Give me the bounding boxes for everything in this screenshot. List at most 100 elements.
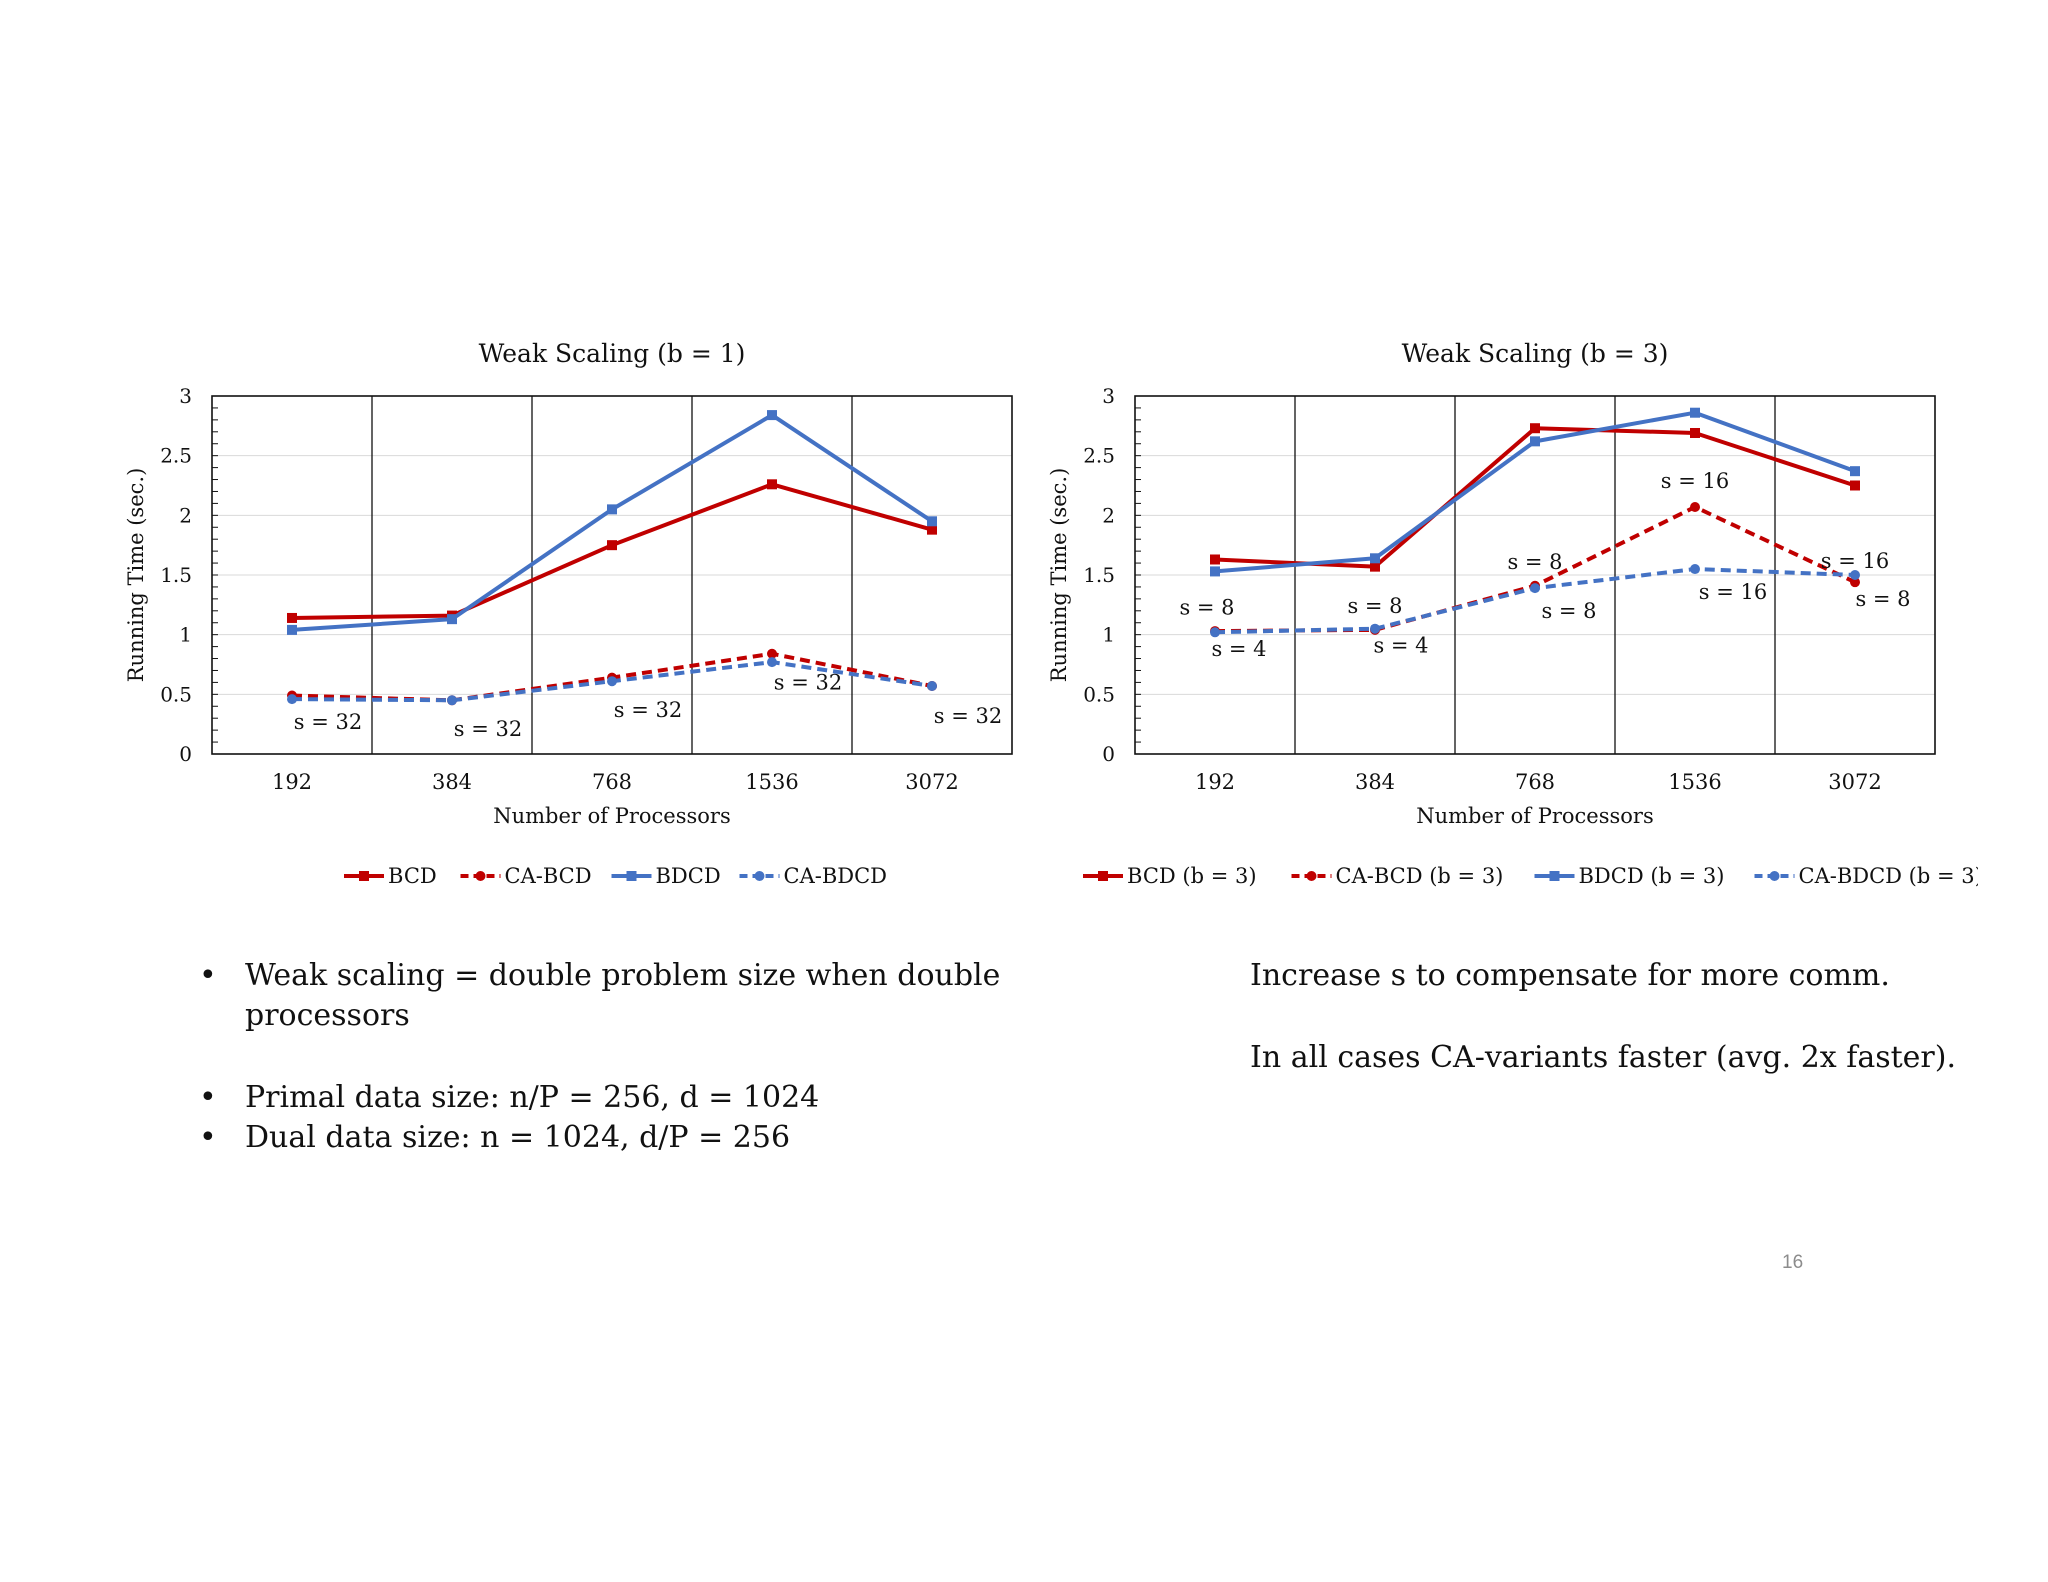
x-tick-label: 1536 (745, 770, 798, 794)
annotation-label: s = 8 (1179, 595, 1234, 619)
x-axis-label: Number of Processors (493, 804, 731, 828)
data-point (1210, 566, 1220, 577)
bullet-list: Weak scaling = double problem size when … (195, 956, 1095, 1158)
y-tick-label: 1.5 (1083, 563, 1115, 587)
y-tick-label: 0 (1102, 742, 1115, 766)
legend-label: BDCD (b = 3) (1579, 864, 1725, 888)
chart-title: Weak Scaling (b = 1) (479, 339, 746, 368)
legend-label: CA-BCD (b = 3) (1336, 864, 1504, 888)
data-point (1530, 436, 1540, 447)
legend-item: CA-BDCD (b = 3) (1754, 864, 1979, 888)
x-axis-label: Number of Processors (1416, 804, 1654, 828)
y-tick-label: 2 (1102, 503, 1115, 527)
data-point (767, 657, 777, 668)
plot-area-frame (211, 395, 1013, 755)
legend-marker (1098, 871, 1108, 881)
legend-marker (626, 871, 637, 881)
note-increase-s: Increase s to compensate for more comm. (1250, 958, 1890, 993)
page-number: 16 (1782, 1252, 1804, 1273)
data-point (287, 624, 297, 635)
annotation-label: s = 16 (1821, 549, 1889, 573)
legend-item: BDCD (611, 864, 721, 888)
y-tick-label: 2 (179, 503, 192, 527)
x-tick-label: 768 (592, 770, 632, 794)
y-tick-label: 3 (179, 384, 192, 408)
legend-marker (1549, 871, 1560, 881)
series-line (1214, 426, 1856, 569)
y-tick-label: 0.5 (1083, 682, 1115, 706)
annotation-label: s = 32 (454, 717, 522, 741)
legend-label: CA-BDCD (b = 3) (1799, 864, 1979, 888)
data-point (1690, 564, 1700, 575)
data-point (1370, 561, 1380, 572)
legend-marker (1306, 871, 1317, 881)
data-point (607, 504, 617, 515)
x-tick-label: 3072 (905, 770, 958, 794)
y-tick-label: 2.5 (1083, 444, 1115, 468)
data-point (607, 540, 617, 551)
legend-marker (754, 871, 765, 881)
annotation-label: s = 8 (1855, 587, 1910, 611)
legend-label: CA-BDCD (784, 864, 888, 888)
data-point (767, 479, 777, 490)
x-tick-label: 384 (1355, 770, 1395, 794)
legend-item: CA-BCD (b = 3) (1291, 864, 1504, 888)
chart-weak-scaling-b3: Weak Scaling (b = 3) 0 0.5 1 1.5 2 2.5 3 192 384 7… (1038, 330, 1978, 910)
data-point (1850, 480, 1860, 491)
annotation-label: s = 8 (1347, 594, 1402, 618)
legend-item: BDCD (b = 3) (1534, 864, 1725, 888)
series-line (291, 413, 934, 632)
annotation-label: s = 16 (1661, 469, 1729, 493)
legend-marker (475, 871, 486, 881)
data-point (447, 695, 457, 706)
data-point (447, 614, 457, 625)
annotation-label: s = 8 (1507, 550, 1562, 574)
data-point (1850, 570, 1860, 580)
legend-item: CA-BDCD (739, 864, 888, 888)
data-point (927, 680, 937, 691)
data-point (287, 612, 297, 623)
series-line (291, 482, 933, 620)
annotation-label: s = 32 (774, 671, 842, 695)
y-tick-label: 0 (179, 742, 192, 766)
annotation-label: s = 4 (1373, 634, 1428, 658)
data-point (287, 694, 297, 705)
annotation-label: s = 4 (1211, 637, 1266, 661)
data-point (1850, 466, 1860, 477)
data-point (1210, 554, 1220, 565)
data-point (1690, 501, 1700, 512)
legend-marker (1769, 871, 1780, 881)
legend-label: BDCD (656, 864, 721, 888)
x-tick-label: 384 (432, 770, 472, 794)
x-tick-label: 768 (1515, 770, 1555, 794)
data-point (1370, 553, 1380, 564)
data-point (767, 648, 777, 659)
y-axis-label: Running Time (sec.) (124, 468, 148, 683)
data-point (1690, 427, 1700, 438)
legend-marker (359, 871, 369, 881)
x-tick-label: 3072 (1828, 770, 1881, 794)
annotation-label: s = 8 (1541, 599, 1596, 623)
data-point (607, 676, 617, 687)
data-point (1690, 407, 1700, 418)
data-point (1530, 583, 1540, 594)
data-point (1850, 577, 1860, 588)
plot-area-frame (1134, 395, 1936, 755)
legend-item: CA-BCD (460, 864, 592, 888)
y-tick-label: 3 (1102, 384, 1115, 408)
legend-item: BCD (b = 3) (1083, 864, 1257, 888)
bullet-primal-data-size: Primal data size: n/P = 256, d = 1024 (195, 1078, 1095, 1118)
chart-weak-scaling-b1: Weak Scaling (b = 1) 0 0.5 1 1.5 2 2.5 3 192 384 7… (115, 330, 1055, 910)
y-tick-label: 2.5 (160, 444, 192, 468)
y-tick-label: 0.5 (160, 682, 192, 706)
note-ca-variants-faster: In all cases CA-variants faster (avg. 2x… (1250, 1040, 1957, 1075)
legend-item: BCD (344, 864, 437, 888)
bullet-dual-data-size: Dual data size: n = 1024, d/P = 256 (195, 1118, 1095, 1158)
bullet-weak-scaling: Weak scaling = double problem size when … (195, 956, 1095, 1036)
y-tick-label: 1 (1102, 623, 1115, 647)
data-point (927, 516, 937, 527)
annotation-label: s = 32 (934, 704, 1002, 728)
data-point (1530, 423, 1540, 434)
data-point (927, 524, 937, 535)
chart-title: Weak Scaling (b = 3) (1402, 339, 1669, 368)
